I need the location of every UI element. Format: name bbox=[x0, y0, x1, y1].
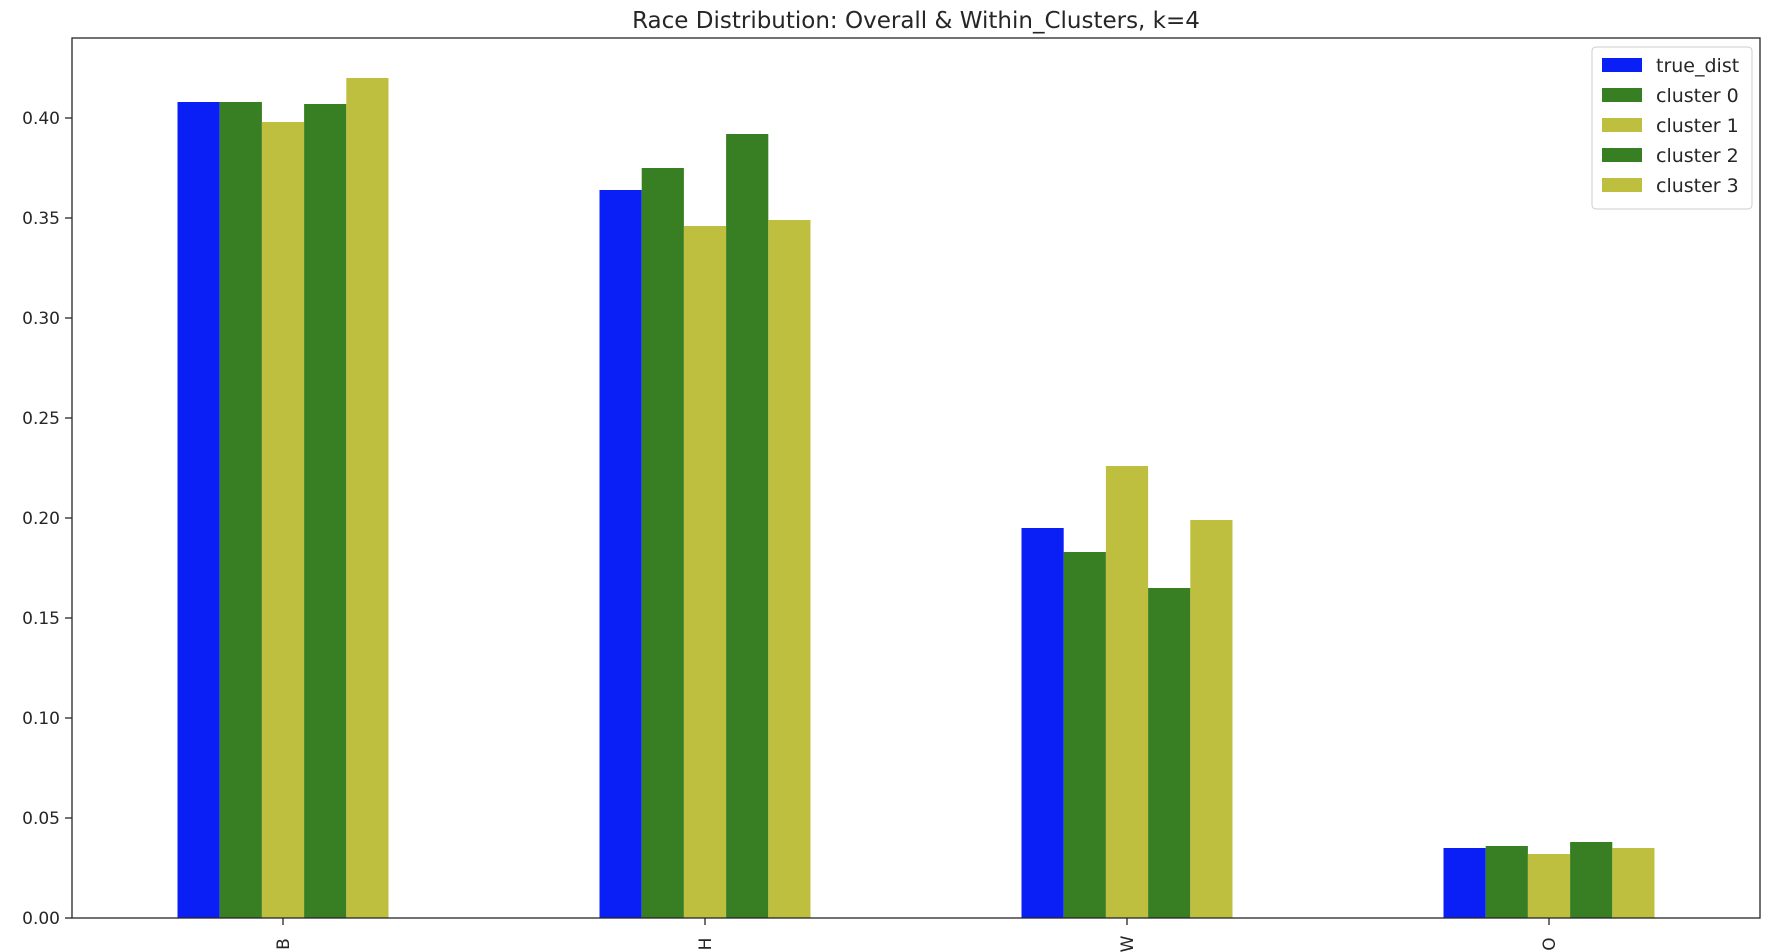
y-tick-label: 0.00 bbox=[22, 909, 60, 929]
plot-frame bbox=[71, 37, 1761, 919]
bar-h-cluster-0 bbox=[641, 168, 684, 918]
bar-o-cluster-3 bbox=[1612, 848, 1655, 918]
legend-swatch bbox=[1602, 58, 1642, 72]
bar-b-cluster-2 bbox=[304, 104, 347, 918]
y-axis: 0.00 0.05 0.10 0.15 0.20 0.25 0.30 0.35 0.40 bbox=[22, 109, 72, 929]
bar-o-cluster-0 bbox=[1485, 846, 1528, 918]
x-tick-label: H bbox=[696, 938, 716, 951]
bar-o-cluster-2 bbox=[1570, 842, 1613, 918]
y-tick-label: 0.20 bbox=[22, 509, 60, 529]
bar-h-cluster-1 bbox=[683, 226, 727, 918]
bar-w-cluster-1 bbox=[1105, 466, 1149, 918]
y-tick-label: 0.40 bbox=[22, 109, 60, 129]
x-tick-label: O bbox=[1540, 937, 1560, 950]
bar-o-cluster-1 bbox=[1527, 854, 1571, 918]
bar-w-true-dist bbox=[1021, 528, 1064, 918]
legend-label: cluster 2 bbox=[1656, 145, 1739, 167]
y-tick-label: 0.15 bbox=[22, 609, 60, 629]
bar-w-cluster-3 bbox=[1190, 520, 1233, 918]
bar-b-true-dist bbox=[177, 102, 220, 918]
y-tick-label: 0.05 bbox=[22, 809, 60, 829]
bar-b-cluster-1 bbox=[261, 122, 305, 918]
y-tick-label: 0.35 bbox=[22, 209, 60, 229]
bar-w-cluster-2 bbox=[1148, 588, 1191, 918]
legend-label: cluster 1 bbox=[1656, 115, 1739, 137]
bar-b-cluster-3 bbox=[346, 78, 389, 918]
legend-swatch bbox=[1602, 118, 1642, 132]
y-tick-label: 0.30 bbox=[22, 309, 60, 329]
bars-group bbox=[177, 78, 1655, 918]
x-tick-label: W bbox=[1118, 935, 1138, 952]
legend-label: true_dist bbox=[1656, 55, 1739, 77]
bar-o-true-dist bbox=[1443, 848, 1486, 918]
legend-label: cluster 3 bbox=[1656, 175, 1739, 197]
legend-swatch bbox=[1602, 178, 1642, 192]
bar-b-cluster-0 bbox=[219, 102, 262, 918]
y-tick-label: 0.25 bbox=[22, 409, 60, 429]
legend-swatch bbox=[1602, 148, 1642, 162]
bar-w-cluster-0 bbox=[1063, 552, 1106, 918]
legend-label: cluster 0 bbox=[1656, 85, 1739, 107]
chart-title: Race Distribution: Overall & Within_Clus… bbox=[632, 8, 1200, 34]
x-tick-label: B bbox=[274, 938, 294, 950]
bar-h-true-dist bbox=[599, 190, 642, 918]
y-tick-label: 0.10 bbox=[22, 709, 60, 729]
bar-h-cluster-2 bbox=[726, 134, 769, 918]
bar-h-cluster-3 bbox=[768, 220, 811, 918]
legend-swatch bbox=[1602, 88, 1642, 102]
legend-box bbox=[1591, 46, 1753, 210]
